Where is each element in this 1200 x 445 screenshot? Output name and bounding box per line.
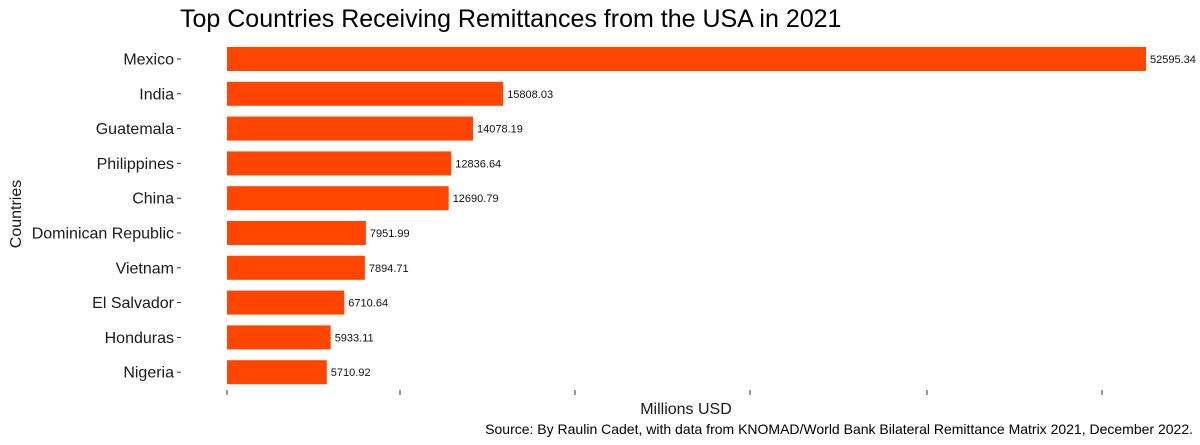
value-label-2: 14078.19 bbox=[477, 124, 523, 136]
bar-8 bbox=[227, 325, 331, 350]
bar-2 bbox=[227, 116, 473, 141]
category-label-9: Nigeria bbox=[123, 365, 174, 382]
category-label-0: Mexico bbox=[123, 52, 174, 69]
bars-layer: Mexico 52595.34 India 15808.03 Guatemala 1407… bbox=[32, 47, 1196, 395]
bar-1 bbox=[227, 81, 504, 106]
category-label-5: Dominican Republic bbox=[32, 226, 174, 243]
bar-5 bbox=[227, 221, 366, 245]
x-axis-title: Millions USD bbox=[640, 401, 732, 418]
value-label-6: 7894.71 bbox=[369, 263, 409, 275]
category-label-4: China bbox=[132, 191, 174, 208]
bar-9 bbox=[227, 360, 327, 385]
bar-6 bbox=[227, 255, 365, 280]
value-label-5: 7951.99 bbox=[370, 228, 410, 240]
bar-4 bbox=[227, 186, 449, 211]
category-label-1: India bbox=[139, 86, 174, 103]
category-label-3: Philippines bbox=[97, 156, 174, 173]
category-label-8: Honduras bbox=[105, 330, 174, 347]
bar-0 bbox=[227, 47, 1146, 71]
value-label-8: 5933.11 bbox=[335, 332, 374, 344]
chart-title: Top Countries Receiving Remittances from… bbox=[180, 5, 841, 33]
value-label-4: 12690.79 bbox=[453, 193, 499, 205]
value-label-9: 5710.92 bbox=[331, 367, 371, 379]
value-label-1: 15808.03 bbox=[507, 89, 553, 101]
value-label-7: 6710.64 bbox=[348, 298, 388, 310]
category-label-7: El Salvador bbox=[92, 295, 174, 312]
y-axis-title: Countries bbox=[8, 180, 25, 248]
source-caption: Source: By Raulin Cadet, with data from … bbox=[485, 421, 1193, 437]
value-label-3: 12836.64 bbox=[455, 158, 501, 170]
category-label-6: Vietnam bbox=[116, 260, 174, 277]
bar-3 bbox=[227, 151, 452, 176]
bar-7 bbox=[227, 290, 345, 315]
category-label-2: Guatemala bbox=[96, 121, 174, 138]
value-label-0: 52595.34 bbox=[1150, 54, 1196, 66]
